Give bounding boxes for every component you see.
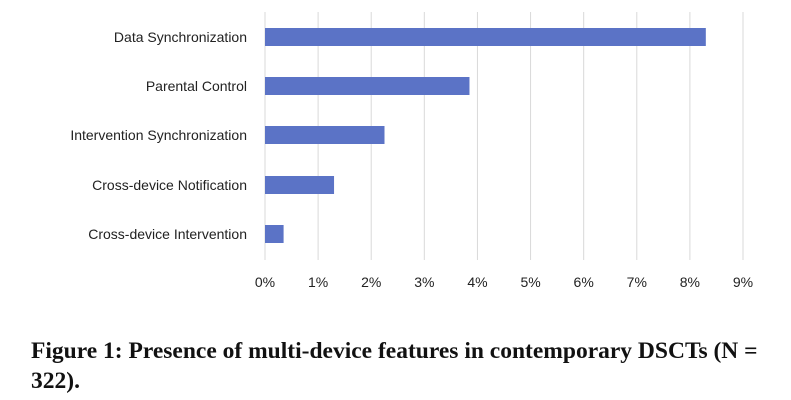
x-tick-label: 4% xyxy=(467,274,487,290)
x-tick-label: 9% xyxy=(733,274,753,290)
x-tick-label: 8% xyxy=(680,274,700,290)
x-tick-label: 3% xyxy=(414,274,434,290)
bar-chart: Data Synchronization Parental Control Inte… xyxy=(70,12,753,290)
category-label: Parental Control xyxy=(146,78,247,94)
x-tick-label: 6% xyxy=(574,274,594,290)
bars xyxy=(265,28,706,243)
bar-cross-device-notification xyxy=(265,176,335,194)
category-label: Cross-device Intervention xyxy=(88,226,247,242)
x-tick-label: 5% xyxy=(520,274,540,290)
bar-data-synchronization xyxy=(265,28,706,46)
gridlines xyxy=(264,12,744,260)
x-tick-label: 0% xyxy=(255,274,275,290)
category-label: Data Synchronization xyxy=(114,29,247,45)
bar-cross-device-intervention xyxy=(265,225,284,243)
bar-intervention-synchronization xyxy=(265,126,385,144)
x-tick-label: 7% xyxy=(627,274,647,290)
category-labels: Data Synchronization Parental Control Inte… xyxy=(70,29,247,242)
category-label: Cross-device Notification xyxy=(92,177,247,193)
x-tick-label: 2% xyxy=(361,274,381,290)
x-tick-label: 1% xyxy=(308,274,328,290)
figure-caption: Figure 1: Presence of multi-device featu… xyxy=(31,338,758,394)
bar-parental-control xyxy=(265,77,470,95)
x-tick-labels: 0% 1% 2% 3% 4% 5% 6% 7% 8% 9% xyxy=(255,274,753,290)
category-label: Intervention Synchronization xyxy=(70,127,247,143)
